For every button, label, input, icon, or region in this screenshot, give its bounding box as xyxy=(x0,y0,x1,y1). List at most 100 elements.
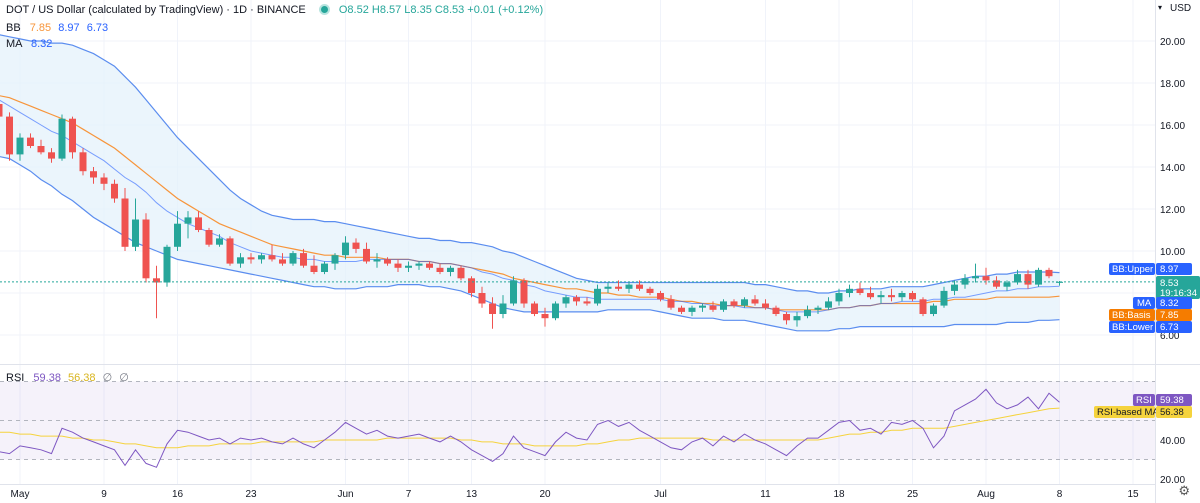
candle xyxy=(48,148,55,163)
candle-body xyxy=(415,263,423,266)
candle-body xyxy=(688,307,696,312)
rsi-axis[interactable]: 40.00 20.00 xyxy=(1160,436,1185,486)
candle-body xyxy=(121,198,129,247)
candle xyxy=(625,282,633,293)
bb-basis-value: 7.85 xyxy=(1160,310,1179,321)
rsi-ma-badge-label: RSI-based MA xyxy=(1097,407,1159,418)
candle xyxy=(121,188,129,251)
candle xyxy=(804,305,811,319)
candle xyxy=(90,167,97,184)
time-tick-label: May xyxy=(11,489,30,500)
bb-legend-label: BB xyxy=(6,22,21,34)
candle xyxy=(300,248,307,268)
candle-body xyxy=(300,253,307,266)
candle xyxy=(615,280,622,291)
time-tick-label: Jul xyxy=(654,489,667,500)
price-axis[interactable]: 20.00 18.00 16.00 14.00 12.00 10.00 6.00 xyxy=(1160,37,1185,342)
ma-badge: MA 8.32 xyxy=(1133,297,1192,309)
candle xyxy=(741,297,748,308)
candle xyxy=(919,297,927,317)
symbol-title[interactable]: DOT / US Dollar (calculated by TradingVi… xyxy=(6,4,306,16)
time-axis[interactable]: May91623Jun71320Jul111825Aug81522 xyxy=(11,489,1200,500)
candle-body xyxy=(69,118,76,153)
currency-label[interactable]: USD xyxy=(1170,3,1191,14)
time-tick-label: Aug xyxy=(977,489,995,500)
candle xyxy=(541,307,549,327)
candle-body xyxy=(877,295,885,298)
candle xyxy=(604,282,612,293)
candle xyxy=(394,259,402,272)
candle xyxy=(531,301,538,317)
candle xyxy=(751,295,759,306)
candle xyxy=(573,295,580,306)
candle xyxy=(814,305,822,314)
candle xyxy=(268,244,276,262)
candle-body xyxy=(898,293,906,298)
candle-body xyxy=(919,299,927,314)
candle-body xyxy=(478,293,486,304)
candle xyxy=(142,213,150,283)
candle xyxy=(1056,281,1063,286)
rsi-legend-empty-2: ∅ xyxy=(119,372,129,384)
time-tick-label: 8 xyxy=(1057,489,1063,500)
candle-body xyxy=(993,280,1000,287)
settings-gear-icon[interactable]: ⚙ xyxy=(1178,483,1190,498)
candle-body xyxy=(646,288,654,293)
candle xyxy=(1024,269,1032,289)
candle xyxy=(289,251,297,266)
bb-legend[interactable]: BB 7.85 8.97 6.73 xyxy=(6,22,108,34)
candle-body xyxy=(793,316,801,321)
ma-legend-value: 8.32 xyxy=(30,38,53,50)
ma-legend[interactable]: MA 8.32 xyxy=(6,38,52,50)
candle xyxy=(237,253,244,268)
candle-body xyxy=(394,263,402,268)
candle xyxy=(972,263,979,283)
candle xyxy=(1045,267,1053,279)
candle-body xyxy=(531,303,538,314)
price-tick-label: 10.00 xyxy=(1160,247,1185,258)
candle-body xyxy=(562,297,570,304)
candle-body xyxy=(363,248,370,262)
candle xyxy=(478,286,486,308)
candle-body xyxy=(1035,269,1042,285)
candle xyxy=(1003,280,1011,291)
candle xyxy=(111,179,118,203)
candle-body xyxy=(111,183,118,199)
candle-body xyxy=(426,263,433,268)
currency-dropdown-icon[interactable]: ▾ xyxy=(1158,3,1162,12)
symbol-header[interactable]: DOT / US Dollar (calculated by TradingVi… xyxy=(6,4,543,16)
rsi-legend-empty-1: ∅ xyxy=(102,372,113,384)
candle xyxy=(856,282,864,296)
candle xyxy=(489,297,496,329)
candle-body xyxy=(625,284,633,289)
candle-body xyxy=(268,255,276,260)
time-tick-label: 23 xyxy=(245,489,257,500)
candle-body xyxy=(615,286,622,289)
candle xyxy=(888,288,895,302)
bb-legend-basis: 7.85 xyxy=(29,22,52,34)
candle-body xyxy=(573,297,580,302)
candle xyxy=(279,253,286,266)
price-tick-label: 16.00 xyxy=(1160,121,1185,132)
rsi-legend-label: RSI xyxy=(6,372,25,384)
candle-body xyxy=(100,177,108,184)
candle-body xyxy=(48,152,55,159)
candle-body xyxy=(825,301,832,308)
time-tick-label: 18 xyxy=(833,489,845,500)
candle-body xyxy=(132,219,139,247)
candle-body xyxy=(783,314,790,321)
candle xyxy=(772,305,780,317)
rsi-legend[interactable]: RSI 59.38 56.38 ∅ ∅ xyxy=(6,371,129,384)
candle xyxy=(552,301,559,321)
candle-body xyxy=(814,307,822,310)
candle-body xyxy=(226,238,234,264)
bar-countdown: 19:16:34 xyxy=(1160,288,1197,299)
candle-body xyxy=(741,299,748,306)
candle xyxy=(583,297,591,306)
candle xyxy=(384,257,391,266)
candle-body xyxy=(216,238,223,245)
candle-body xyxy=(436,267,444,272)
rsi-legend-value: 59.38 xyxy=(33,372,61,384)
candle-body xyxy=(342,242,349,256)
